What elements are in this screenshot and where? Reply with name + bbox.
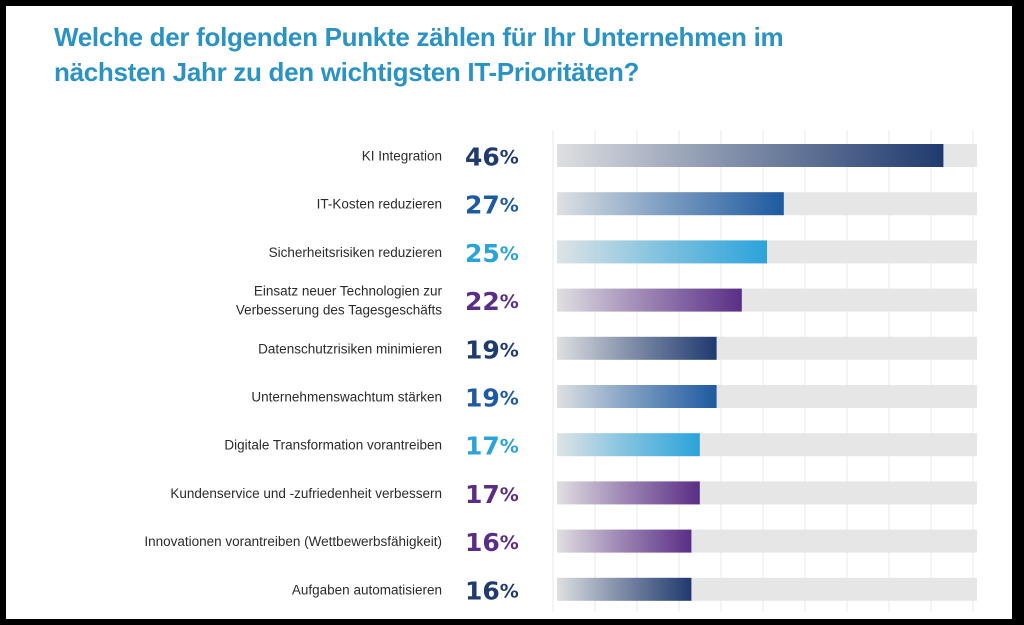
chart-title-line-1: Welche der folgenden Punkte zählen für I… — [54, 22, 784, 52]
category-label: Kundenservice und -zufriedenheit verbess… — [170, 486, 442, 501]
category-label: Aufgaben automatisieren — [292, 582, 442, 597]
value-label: 16% — [465, 528, 519, 557]
value-label: 46% — [465, 143, 519, 172]
category-label: Datenschutzrisiken minimieren — [258, 341, 442, 356]
category-label: IT-Kosten reduzieren — [317, 197, 442, 212]
value-label: 19% — [465, 335, 519, 364]
value-label: 22% — [465, 287, 519, 316]
bar — [557, 385, 717, 408]
value-label: 16% — [465, 576, 519, 605]
bar — [557, 288, 742, 312]
category-label: Unternehmenswachtum stärken — [251, 390, 442, 405]
chart-title-line-2: nächsten Jahr zu den wichtigsten IT-Prio… — [54, 57, 640, 87]
bar — [557, 481, 700, 505]
category-labels: KI Integration IT-Kosten reduzieren Sicher… — [144, 149, 442, 598]
value-label: 19% — [465, 384, 519, 413]
value-label: 17% — [465, 480, 519, 509]
category-label: Digitale Transformation vorantreiben — [224, 438, 442, 453]
bar — [557, 240, 767, 264]
bar — [557, 336, 717, 360]
category-label: Einsatz neuer Technologien zur Verbesseru… — [236, 284, 443, 318]
value-labels: 46% 27% 25% 22% 19% 19% 17% 17% 16% 16% — [465, 143, 519, 606]
bar — [557, 577, 692, 601]
bar — [557, 433, 700, 457]
chart-frame: Welche der folgenden Punkte zählen für I… — [6, 6, 1012, 619]
value-label: 17% — [465, 432, 519, 461]
bar — [557, 192, 784, 216]
bars — [557, 144, 977, 601]
value-label: 25% — [465, 239, 519, 268]
chart-title: Welche der folgenden Punkte zählen für I… — [54, 20, 954, 90]
value-label: 27% — [465, 191, 519, 220]
category-label: KI Integration — [362, 149, 442, 164]
bar-chart: KI Integration IT-Kosten reduzieren Sicher… — [144, 130, 977, 612]
category-label: Innovationen vorantreiben (Wettbewerbsfä… — [144, 534, 442, 549]
bar — [557, 144, 944, 167]
bar — [557, 529, 692, 553]
category-label: Sicherheitsrisiken reduzieren — [269, 245, 442, 260]
